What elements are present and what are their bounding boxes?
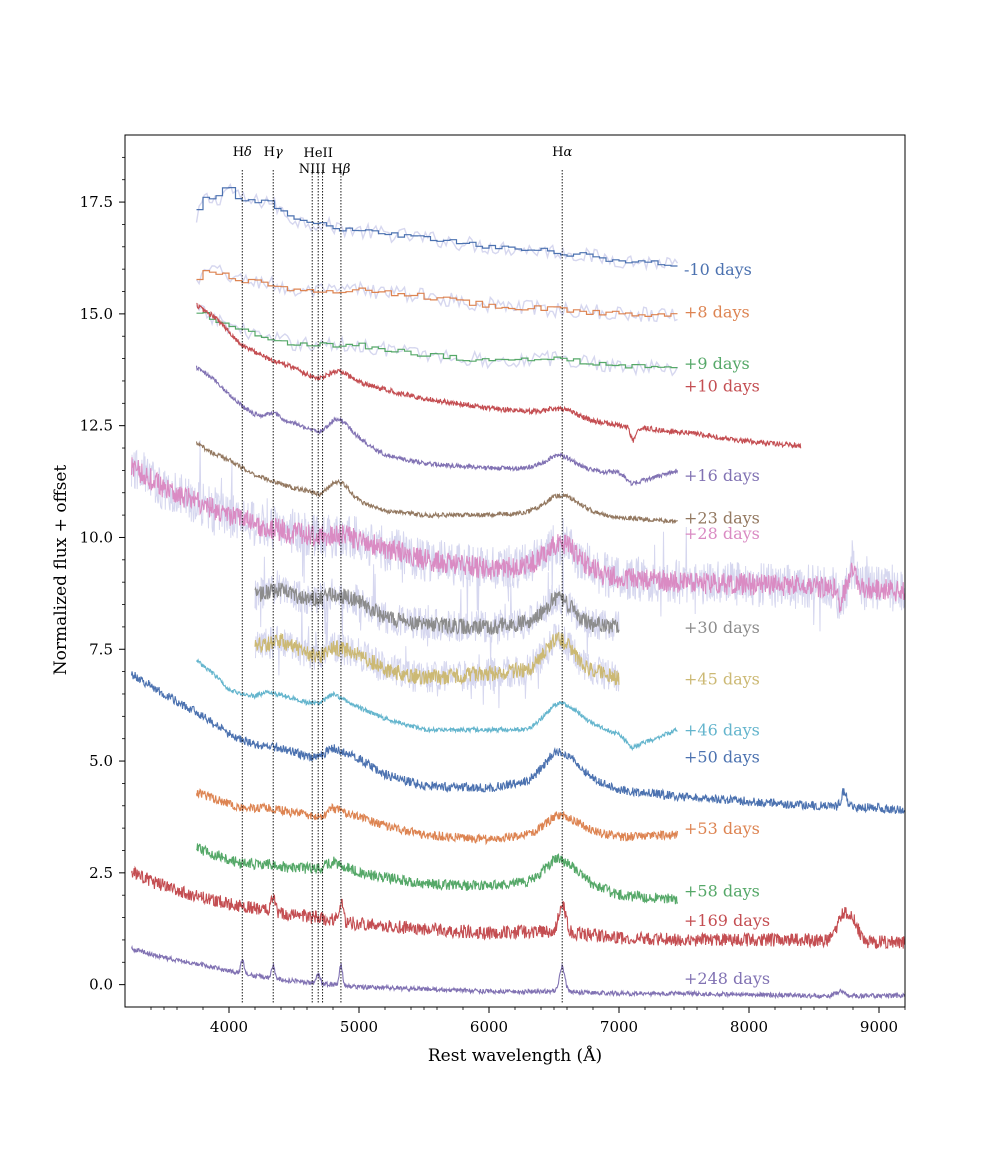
- series-line: [196, 187, 678, 267]
- series-line: [195, 365, 679, 487]
- x-tick-label: 9000: [860, 1018, 898, 1036]
- series-line: [130, 865, 906, 950]
- line-label: Hγ: [264, 145, 283, 160]
- x-tick-label: 7000: [600, 1018, 638, 1036]
- line-markers: [241, 170, 563, 1003]
- series-label: +28 days: [684, 524, 760, 543]
- series-labels: -10 days +8 days +9 days +10 days +16 days +2…: [684, 260, 770, 988]
- y-tick-label: 10.0: [80, 528, 113, 546]
- series-line: [254, 631, 620, 686]
- series-label: +10 days: [684, 376, 760, 395]
- x-axis-label: Rest wavelength (Å): [428, 1045, 602, 1066]
- series-line: [130, 944, 906, 1000]
- series-label: +23 days: [684, 508, 760, 527]
- x-tick-label: 4000: [210, 1018, 248, 1036]
- raw-spectrum-band: [131, 440, 906, 632]
- axes: 4000 5000 6000 7000 8000 9000 0.0 2.5 5.0 7.5 10.0…: [80, 134, 906, 1036]
- series-label: +53 days: [684, 819, 760, 838]
- series-line: [254, 582, 620, 636]
- x-tick-label: 8000: [730, 1018, 768, 1036]
- y-tick-label: 15.0: [80, 305, 113, 323]
- y-tick-label: 7.5: [89, 640, 113, 658]
- series-label: +58 days: [684, 882, 760, 901]
- series-label: -10 days: [684, 260, 752, 279]
- series-label: +46 days: [684, 721, 760, 740]
- series-label: +169 days: [684, 911, 770, 930]
- series-line: [195, 788, 679, 846]
- series-line: [130, 671, 906, 814]
- series-line: [196, 312, 678, 369]
- y-tick-label: 12.5: [80, 417, 113, 435]
- x-tick-label: 6000: [470, 1018, 508, 1036]
- spectra-series: [130, 187, 906, 1000]
- line-label: NIII: [299, 162, 326, 177]
- series-line: [196, 658, 678, 752]
- line-label: Hα: [552, 145, 572, 160]
- series-line: [196, 302, 802, 449]
- y-tick-label: 0.0: [89, 976, 113, 994]
- series-label: +248 days: [684, 969, 770, 988]
- series-label: +50 days: [684, 748, 760, 767]
- series-label: +16 days: [684, 466, 760, 485]
- series-line: [195, 440, 678, 525]
- series-line: [196, 843, 679, 905]
- series-label: +9 days: [684, 354, 750, 373]
- y-axis-label: Normalized flux + offset: [51, 465, 71, 676]
- series-label: +45 days: [684, 669, 760, 688]
- series-line: [130, 457, 906, 613]
- series-line: [196, 270, 678, 317]
- line-label: HeII: [304, 146, 333, 161]
- series-label: +30 days: [684, 618, 760, 637]
- line-label: Hβ: [331, 162, 350, 177]
- line-label: Hδ: [233, 145, 252, 160]
- y-tick-label: 5.0: [89, 752, 113, 770]
- y-tick-label: 2.5: [89, 864, 113, 882]
- raw-spectrum-band: [195, 183, 679, 272]
- x-tick-label: 5000: [340, 1018, 378, 1036]
- y-tick-label: 17.5: [80, 193, 113, 211]
- series-label: +8 days: [684, 303, 750, 322]
